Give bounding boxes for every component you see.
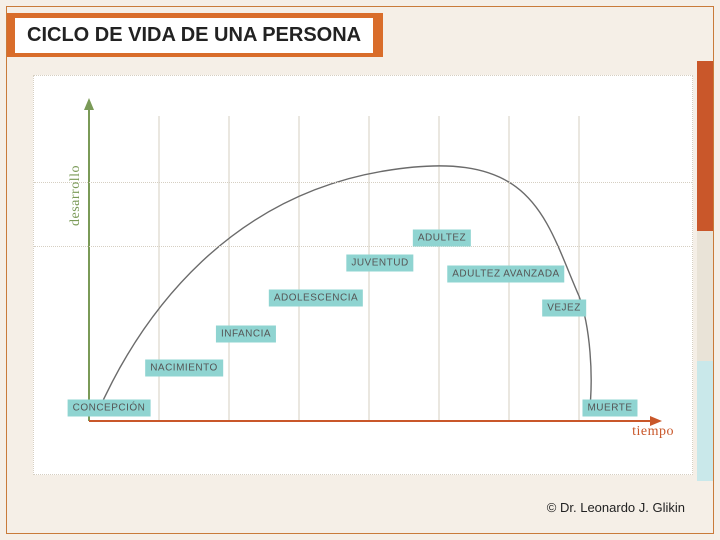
slide-frame: CICLO DE VIDA DE UNA PERSONA desarrollo …: [6, 6, 714, 534]
stage-label: INFANCIA: [216, 326, 276, 343]
y-axis-label: desarrollo: [68, 165, 84, 226]
grid-dotted-row: [34, 182, 692, 183]
decor-strip-segment: [697, 61, 713, 231]
credit-line: © Dr. Leonardo J. Glikin: [547, 500, 685, 515]
stage-label: JUVENTUD: [346, 255, 413, 272]
decor-right-strip: [697, 61, 713, 481]
stage-label: ADOLESCENCIA: [269, 290, 363, 307]
stage-label: CONCEPCIÓN: [68, 400, 151, 417]
title-bar: CICLO DE VIDA DE UNA PERSONA: [7, 13, 383, 57]
life-cycle-chart: desarrollo tiempo CONCEPCIÓN NACIMIENTO IN…: [33, 75, 693, 475]
x-axis-label: tiempo: [632, 424, 674, 440]
stage-label: NACIMIENTO: [145, 360, 223, 377]
stage-label: ADULTEZ AVANZADA: [447, 266, 564, 283]
decor-strip-segment: [697, 231, 713, 361]
decor-strip-segment: [697, 361, 713, 481]
stage-label: MUERTE: [582, 400, 637, 417]
stage-label: ADULTEZ: [413, 230, 471, 247]
y-axis-arrow-icon: [84, 98, 94, 110]
grid-dotted-row: [34, 246, 692, 247]
stage-label: VEJEZ: [542, 300, 586, 317]
page-title: CICLO DE VIDA DE UNA PERSONA: [15, 18, 373, 53]
